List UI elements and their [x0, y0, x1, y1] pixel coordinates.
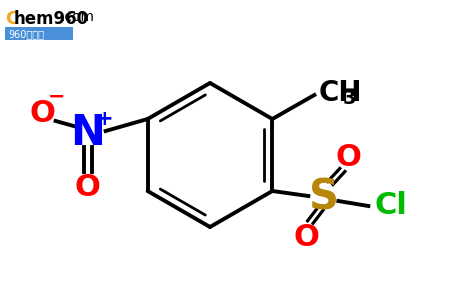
Text: O: O [336, 144, 361, 173]
Text: Cl: Cl [374, 192, 407, 221]
Text: .com: .com [60, 10, 94, 24]
Text: 3: 3 [342, 88, 356, 108]
Text: 960化工网: 960化工网 [8, 29, 44, 39]
Text: O: O [75, 173, 100, 202]
Text: O: O [30, 98, 55, 127]
Text: −: − [48, 87, 65, 107]
FancyBboxPatch shape [5, 27, 73, 40]
Text: N: N [70, 112, 105, 154]
Text: C: C [5, 10, 18, 28]
Text: +: + [96, 109, 113, 129]
Text: S: S [310, 177, 339, 219]
Text: hem960: hem960 [14, 10, 89, 28]
Text: O: O [293, 224, 319, 253]
Text: CH: CH [319, 79, 362, 107]
